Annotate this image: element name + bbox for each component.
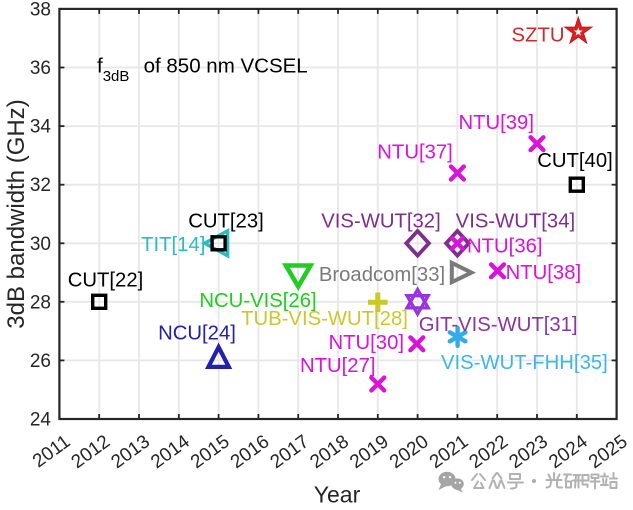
svg-text:Year: Year	[314, 482, 361, 506]
svg-text:CUT[40]: CUT[40]	[537, 150, 613, 172]
svg-text:26: 26	[30, 351, 51, 372]
svg-text:GIT-VIS-WUT[31]: GIT-VIS-WUT[31]	[419, 314, 578, 336]
svg-text:NTU[39]: NTU[39]	[458, 112, 534, 134]
svg-text:VIS-WUT-FHH[35]: VIS-WUT-FHH[35]	[441, 352, 608, 374]
svg-text:NTU[37]: NTU[37]	[377, 142, 453, 164]
svg-text:34: 34	[30, 117, 52, 138]
svg-text:CUT[22]: CUT[22]	[68, 270, 144, 292]
svg-text:38: 38	[30, 0, 51, 20]
svg-text:SZTU: SZTU	[512, 25, 565, 47]
svg-text:TIT[14]: TIT[14]	[141, 234, 205, 256]
svg-text:NTU[30]: NTU[30]	[328, 332, 404, 354]
svg-text:VIS-WUT[34]: VIS-WUT[34]	[456, 211, 575, 233]
svg-text:32: 32	[30, 175, 51, 196]
svg-text:CUT[23]: CUT[23]	[188, 211, 264, 233]
svg-text:36: 36	[30, 58, 51, 79]
svg-text:30: 30	[30, 234, 51, 255]
svg-text:NTU[27]: NTU[27]	[300, 355, 376, 377]
svg-text:VIS-WUT[32]: VIS-WUT[32]	[321, 211, 440, 233]
svg-text:3dB bandwidth (GHz): 3dB bandwidth (GHz)	[3, 99, 30, 328]
svg-text:NTU[38]: NTU[38]	[506, 262, 582, 284]
svg-text:NCU-VIS[26]: NCU-VIS[26]	[199, 290, 316, 312]
svg-text:28: 28	[30, 292, 51, 313]
svg-text:NCU[24]: NCU[24]	[158, 322, 236, 344]
svg-text:TUB-VIS-WUT[28]: TUB-VIS-WUT[28]	[241, 308, 408, 330]
svg-text:Broadcom[33]: Broadcom[33]	[319, 264, 445, 286]
svg-text:NTU[36]: NTU[36]	[467, 236, 543, 258]
svg-text:24: 24	[30, 410, 52, 431]
